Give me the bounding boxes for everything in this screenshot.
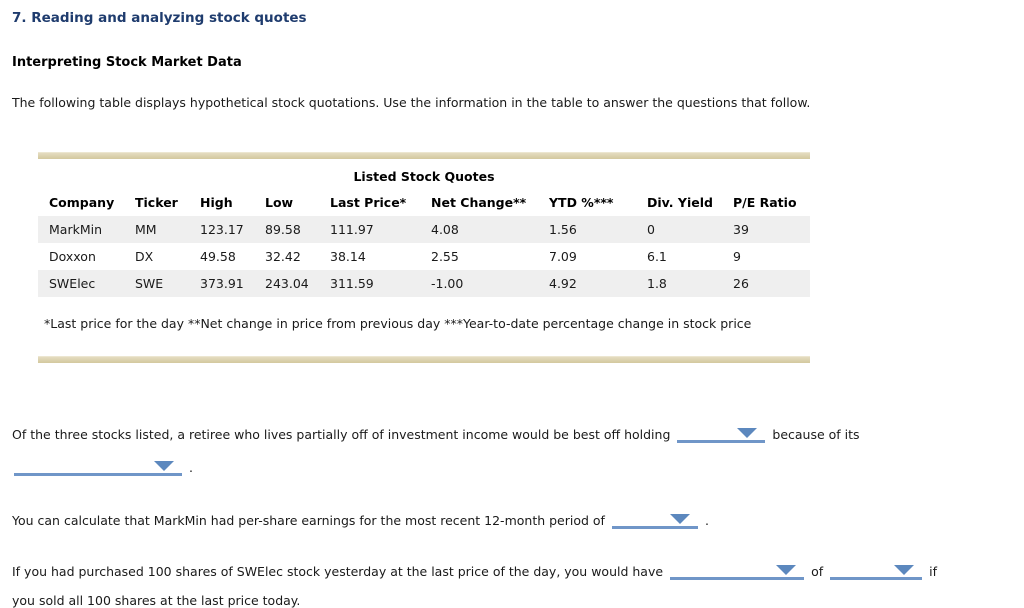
cell-net-change: 2.55 [431, 249, 459, 264]
col-header-high: High [200, 195, 233, 210]
question-2-text: You can calculate that MarkMin had per-s… [12, 513, 605, 528]
question-3-line2: you sold all 100 shares at the last pric… [12, 592, 301, 608]
col-header-pe-ratio: P/E Ratio [733, 195, 797, 210]
answer-dropdown-q3-amount[interactable] [830, 562, 923, 580]
cell-last-price: 311.59 [330, 276, 374, 291]
intro-text: The following table displays hypothetica… [12, 95, 811, 110]
chevron-down-icon [894, 565, 915, 575]
cell-high: 49.58 [200, 249, 236, 264]
chevron-down-icon [776, 565, 797, 575]
cell-low: 32.42 [265, 249, 301, 264]
table-footnote: *Last price for the day **Net change in … [44, 316, 752, 331]
cell-ytd: 4.92 [549, 276, 577, 291]
table-header-row: Company Ticker High Low Last Price* Net … [38, 189, 810, 216]
page-title: 7. Reading and analyzing stock quotes [12, 10, 307, 26]
cell-low: 243.04 [265, 276, 309, 291]
cell-net-change: 4.08 [431, 222, 459, 237]
chevron-down-icon [669, 514, 690, 524]
cell-ticker: MM [135, 222, 157, 237]
table-row-doxxon: Doxxon DX 49.58 32.42 38.14 2.55 7.09 6.… [38, 243, 810, 270]
cell-ytd: 7.09 [549, 249, 577, 264]
cell-div-yield: 6.1 [647, 249, 667, 264]
panel-divider-top [38, 152, 810, 159]
cell-last-price: 38.14 [330, 249, 366, 264]
col-header-company: Company [49, 195, 115, 210]
cell-pe-ratio: 9 [733, 249, 741, 264]
cell-high: 123.17 [200, 222, 244, 237]
quiz-page: 7. Reading and analyzing stock quotes In… [0, 10, 1024, 608]
col-header-last-price: Last Price* [330, 195, 407, 210]
question-2: You can calculate that MarkMin had per-s… [12, 511, 1024, 529]
answer-dropdown-q1-reason[interactable] [14, 458, 182, 476]
col-header-low: Low [265, 195, 294, 210]
answer-dropdown-q3-result[interactable] [670, 562, 805, 580]
cell-ytd: 1.56 [549, 222, 577, 237]
question-1-text-cont: because of its [772, 427, 860, 442]
answer-dropdown-q1-stock[interactable] [677, 425, 766, 443]
question-2-period: . [704, 513, 709, 528]
answer-dropdown-q2-eps[interactable] [611, 511, 698, 529]
section-subtitle: Interpreting Stock Market Data [12, 55, 242, 70]
stock-quotes-table: Company Ticker High Low Last Price* Net … [38, 189, 810, 297]
question-3: If you had purchased 100 shares of SWEle… [12, 562, 1024, 580]
question-1-text: Of the three stocks listed, a retiree wh… [12, 427, 671, 442]
cell-low: 89.58 [265, 222, 301, 237]
question-1-line2: . [14, 458, 1024, 476]
cell-pe-ratio: 39 [733, 222, 749, 237]
cell-last-price: 111.97 [330, 222, 374, 237]
table-title: Listed Stock Quotes [353, 169, 495, 184]
col-header-ticker: Ticker [135, 195, 178, 210]
col-header-ytd: YTD %*** [549, 195, 614, 210]
chevron-down-icon [154, 461, 174, 471]
cell-pe-ratio: 26 [733, 276, 749, 291]
question-1: Of the three stocks listed, a retiree wh… [12, 425, 1024, 443]
cell-high: 373.91 [200, 276, 244, 291]
cell-ticker: DX [135, 249, 154, 264]
cell-company: Doxxon [49, 249, 96, 264]
cell-div-yield: 0 [647, 222, 655, 237]
col-header-div-yield: Div. Yield [647, 195, 713, 210]
table-row-swelec: SWElec SWE 373.91 243.04 311.59 -1.00 4.… [38, 270, 810, 297]
cell-company: SWElec [49, 276, 96, 291]
panel-divider-bottom [38, 356, 810, 363]
question-3-text-if: if [929, 564, 937, 579]
cell-ticker: SWE [135, 276, 164, 291]
table-row-markmin: MarkMin MM 123.17 89.58 111.97 4.08 1.56… [38, 216, 810, 243]
cell-company: MarkMin [49, 222, 103, 237]
stock-quotes-panel: Listed Stock Quotes Company Ticker High … [38, 152, 810, 363]
chevron-down-icon [737, 428, 758, 438]
question-3-text: If you had purchased 100 shares of SWEle… [12, 564, 664, 579]
col-header-net-change: Net Change** [431, 195, 527, 210]
cell-net-change: -1.00 [431, 276, 464, 291]
question-3-text-of: of [811, 564, 824, 579]
cell-div-yield: 1.8 [647, 276, 667, 291]
question-1-period: . [189, 460, 193, 475]
